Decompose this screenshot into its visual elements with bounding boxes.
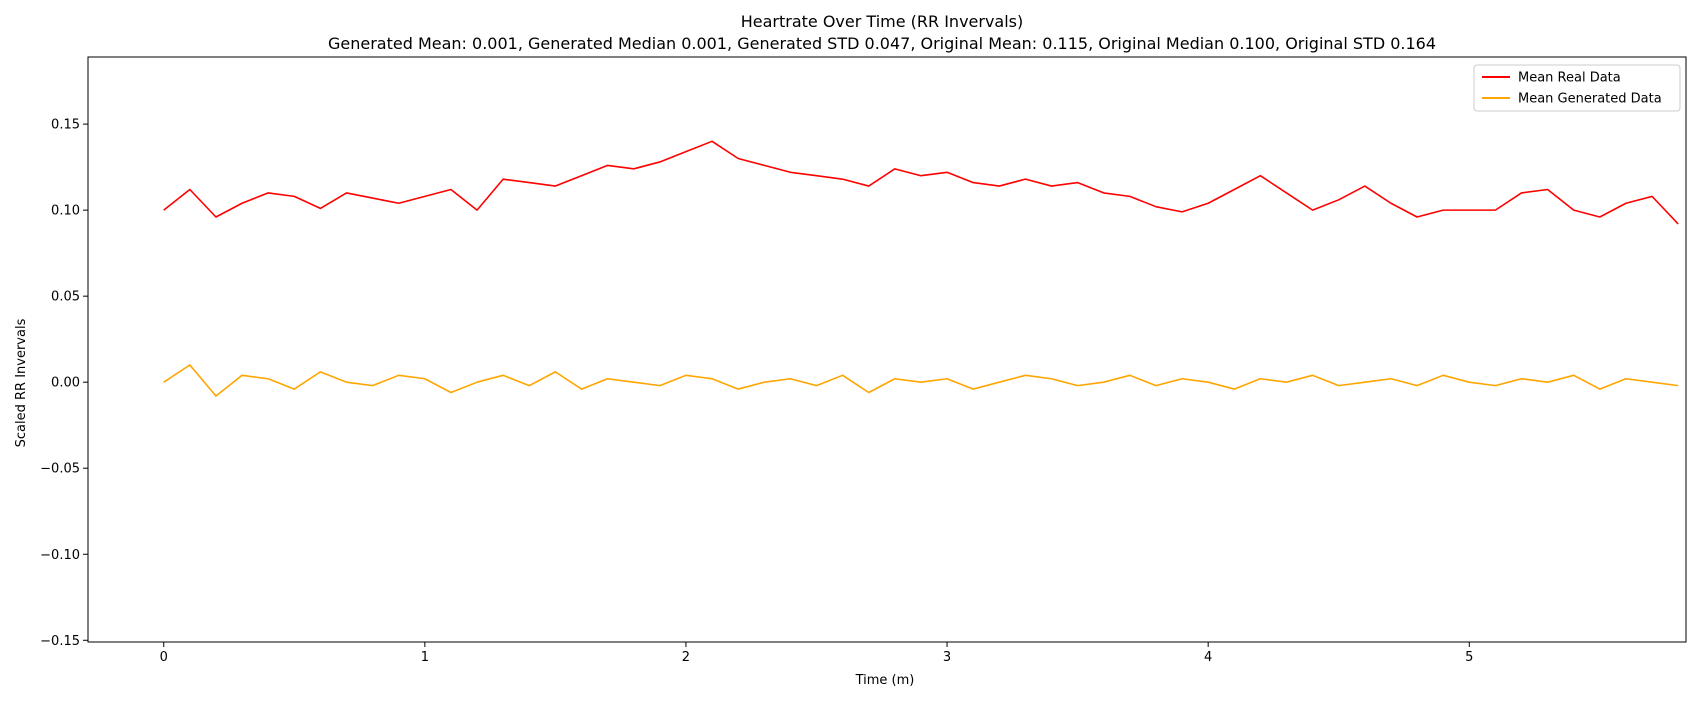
plot-frame [88,57,1686,642]
plot-area: 0 1 2 3 4 5 −0.15 −0.10 −0.05 0.00 0.05 0.10 0.15 [40,57,1686,665]
x-tick-label: 3 [943,650,951,665]
x-tick-label: 2 [682,650,690,665]
y-axis-label: Scaled RR Invervals [14,318,29,447]
y-tick-label: −0.10 [40,548,80,563]
legend-label: Mean Real Data [1518,71,1621,86]
series-line-mean-real-data [164,141,1678,224]
chart-subtitle: Generated Mean: 0.001, Generated Median … [328,34,1436,53]
y-tick-label: 0.05 [51,290,80,305]
x-axis-label: Time (m) [855,673,915,688]
y-tick-label: 0.15 [51,118,80,133]
x-tick-label: 4 [1204,650,1212,665]
y-tick-label: 0.00 [51,376,80,391]
y-tick-label: −0.15 [40,634,80,649]
y-tick-label: −0.05 [40,462,80,477]
series-line-mean-generated-data [164,365,1678,396]
x-tick-label: 0 [160,650,168,665]
y-tick-label: 0.10 [51,204,80,219]
chart-title: Heartrate Over Time (RR Invervals) [741,12,1024,31]
legend: Mean Real Data Mean Generated Data [1474,65,1680,111]
x-tick-label: 5 [1465,650,1473,665]
x-tick-label: 1 [421,650,429,665]
legend-label: Mean Generated Data [1518,92,1662,107]
